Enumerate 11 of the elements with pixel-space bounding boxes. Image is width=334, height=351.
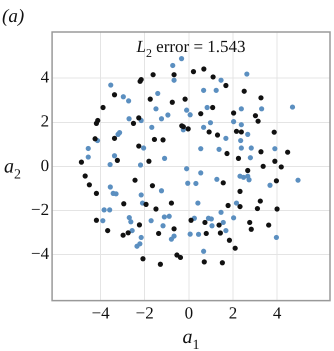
- x-tick-label: −4: [92, 303, 110, 322]
- x-tick-label: 2: [228, 303, 238, 322]
- x-tick-label: 4: [272, 303, 282, 322]
- y-tick-label: −2: [30, 200, 50, 219]
- x-tick-label: 0: [184, 303, 194, 322]
- y-tick-label: −4: [30, 244, 50, 263]
- chart-title: (a): [2, 6, 24, 27]
- y-tick-label: 0: [40, 156, 50, 175]
- y-tick-label: 2: [40, 112, 50, 131]
- y-tick-label: 4: [40, 68, 50, 87]
- x-tick-label: −2: [136, 303, 154, 322]
